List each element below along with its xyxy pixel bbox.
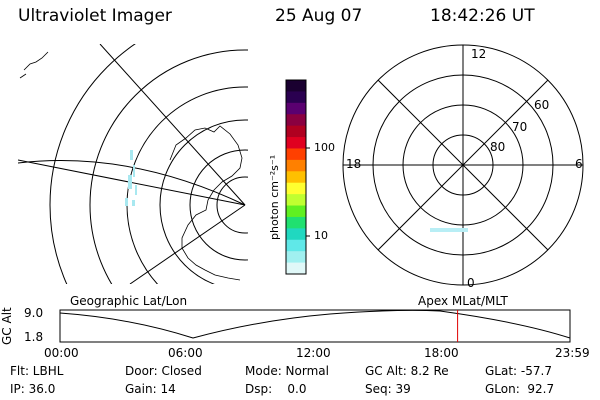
- instrument-title: Ultraviolet Imager: [18, 6, 172, 26]
- date-label: 25 Aug 07: [275, 6, 363, 26]
- color-bar-segment: [286, 194, 306, 207]
- orbit-xtick: 18:00: [424, 346, 459, 360]
- seq-status: Seq: 39: [365, 382, 411, 396]
- color-bar-segment: [286, 159, 306, 172]
- gc-alt-status: GC Alt: 8.2 Re: [365, 364, 449, 378]
- color-bar-segment: [286, 182, 306, 195]
- color-bar-segment: [286, 205, 306, 218]
- orbit-xtick: 12:00: [296, 346, 331, 360]
- colorbar-unit-label: photon cm⁻²s⁻¹: [268, 154, 281, 240]
- color-bar-segment: [286, 91, 306, 104]
- orbit-ytick-top: 9.0: [24, 306, 44, 320]
- gain-status: Gain: 14: [125, 382, 176, 396]
- glon-status: GLon: 92.7: [485, 382, 555, 396]
- colorbar-tick-10: 10: [314, 229, 328, 242]
- geographic-label: Geographic Lat/Lon: [70, 294, 188, 308]
- color-bar-segment: [286, 228, 306, 241]
- orbit-ylabel: GC Alt: [0, 307, 14, 345]
- lat-label-70: 70: [512, 120, 528, 134]
- orbit-plot: [59, 309, 571, 343]
- geographic-map: [18, 44, 248, 284]
- time-label: 18:42:26 UT: [430, 6, 535, 26]
- mlt-label-18: 18: [346, 157, 362, 171]
- filter-status: Flt: LBHL: [10, 364, 64, 378]
- lat-label-80: 80: [490, 140, 506, 154]
- color-bar-segment: [286, 148, 306, 161]
- door-status: Door: Closed: [125, 364, 202, 378]
- orbit-ytick-bottom: 1.8: [24, 330, 44, 344]
- aurora-oval-band: [430, 228, 468, 232]
- color-bar-segment: [286, 171, 306, 184]
- orbit-xtick: 06:00: [168, 346, 203, 360]
- color-bar-segment: [286, 114, 306, 127]
- aurora-speckle: [125, 150, 137, 206]
- color-bar-segment: [286, 80, 306, 92]
- mlt-label-12: 12: [471, 47, 487, 61]
- dsp-status: Dsp: 0.0: [245, 382, 307, 396]
- color-bar-segment: [286, 239, 306, 252]
- polar-plot: [342, 44, 584, 286]
- color-bar-segment: [286, 102, 306, 115]
- lat-label-60: 60: [534, 98, 550, 112]
- ip-status: IP: 36.0: [10, 382, 56, 396]
- color-bar-segment: [286, 137, 306, 149]
- mlt-label-6: 6: [575, 157, 583, 171]
- mlt-label-0: 0: [467, 276, 475, 290]
- color-bar-segment: [286, 216, 306, 229]
- apex-label: Apex MLat/MLT: [418, 294, 508, 308]
- color-bar-segment: [286, 251, 306, 264]
- color-bar-segment: [286, 125, 306, 138]
- orbit-xtick: 23:59: [555, 346, 590, 360]
- color-bar: [286, 80, 306, 275]
- orbit-xtick: 00:00: [44, 346, 79, 360]
- color-bar-frame: [285, 79, 307, 275]
- colorbar-tick-100: 100: [314, 141, 335, 154]
- mode-status: Mode: Normal: [245, 364, 329, 378]
- glat-status: GLat: -57.7: [485, 364, 552, 378]
- color-bar-segment: [286, 262, 306, 275]
